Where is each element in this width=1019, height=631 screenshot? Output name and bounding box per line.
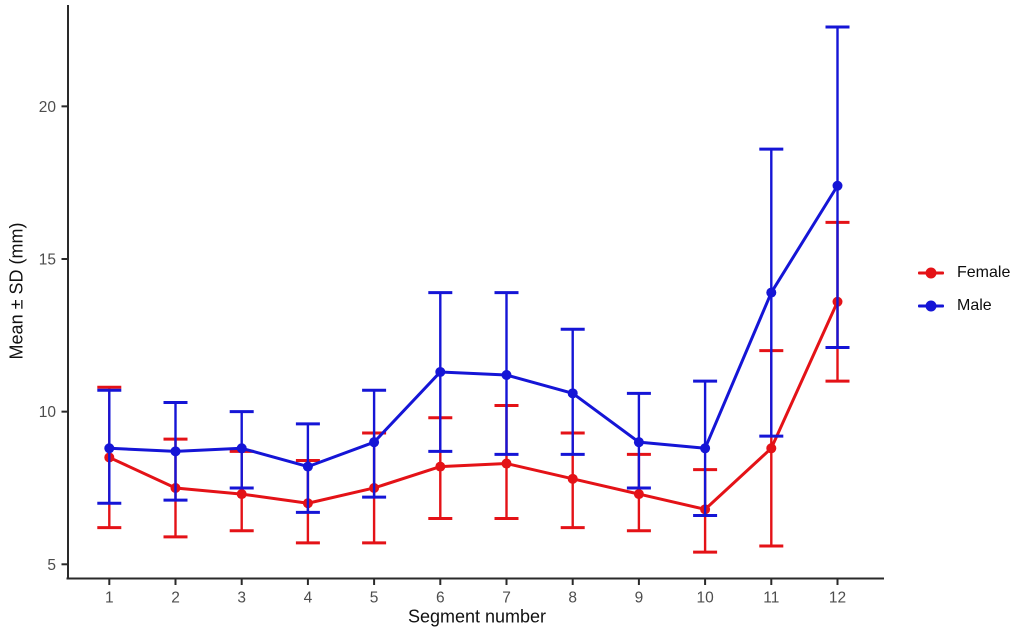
male-data-point xyxy=(766,287,777,298)
legend: Female Male xyxy=(918,263,1010,316)
x-tick-label: 10 xyxy=(696,590,714,607)
x-tick-label: 12 xyxy=(829,590,846,607)
male-data-point xyxy=(435,366,446,377)
male-data-point xyxy=(633,437,644,448)
x-tick-label: 4 xyxy=(304,590,313,607)
male-data-point xyxy=(170,446,181,457)
female-data-point xyxy=(766,443,777,454)
x-tick-label: 1 xyxy=(105,590,114,607)
y-tick-label: 15 xyxy=(39,252,56,269)
female-data-point xyxy=(501,458,512,469)
legend-label-male: Male xyxy=(957,297,992,314)
male-data-point xyxy=(567,388,578,399)
x-tick-label: 11 xyxy=(763,590,779,607)
legend-item-female: Female xyxy=(918,263,1010,283)
female-data-point xyxy=(567,473,578,484)
female-series-symbol-icon xyxy=(918,263,944,283)
female-data-point xyxy=(633,489,644,500)
legend-item-male: Male xyxy=(918,296,1010,316)
male-mean-line xyxy=(109,184,839,469)
x-tick-label: 9 xyxy=(635,590,644,607)
male-data-point xyxy=(700,443,711,454)
x-tick-label: 7 xyxy=(502,590,511,607)
female-data-point xyxy=(435,461,446,472)
x-tick-label: 8 xyxy=(568,590,577,607)
x-tick-label: 5 xyxy=(370,590,379,607)
male-legend-dot xyxy=(925,300,937,312)
male-data-point xyxy=(369,437,380,448)
male-series-symbol-icon xyxy=(918,296,944,316)
legend-label-female: Female xyxy=(957,264,1011,281)
female-data-point xyxy=(236,489,247,500)
series-male xyxy=(97,25,850,517)
male-data-point xyxy=(236,443,247,454)
x-axis-title: Segment number xyxy=(407,606,547,627)
female-mean-line xyxy=(108,301,839,511)
y-tick-label: 5 xyxy=(47,557,56,574)
male-data-point xyxy=(832,180,843,191)
x-tick-label: 6 xyxy=(436,590,445,607)
x-tick-label: 2 xyxy=(171,590,180,607)
x-tick-label: 3 xyxy=(237,590,246,607)
y-tick-label: 20 xyxy=(39,99,57,116)
y-tick-label: 10 xyxy=(39,404,57,421)
y-axis-title: Mean ± SD (mm) xyxy=(6,222,27,360)
female-legend-dot xyxy=(925,267,937,279)
male-data-point xyxy=(104,443,115,454)
male-data-point xyxy=(302,461,313,472)
series-female xyxy=(97,220,850,554)
male-data-point xyxy=(501,370,512,381)
